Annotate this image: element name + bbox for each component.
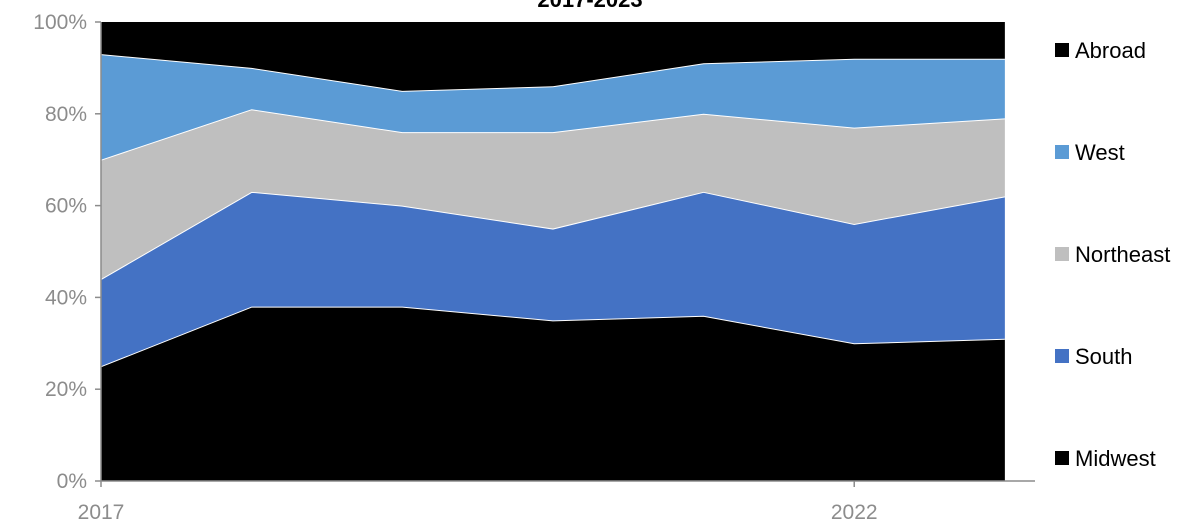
y-tick-label: 100% xyxy=(33,11,87,34)
area-layers xyxy=(100,22,1006,481)
axes: 0% 20% 40% 60% 80% 100% 2017 2022 xyxy=(33,11,1035,524)
legend-swatch-south xyxy=(1055,349,1069,363)
y-tick-label: 20% xyxy=(45,378,87,401)
x-tick-label: 2017 xyxy=(78,501,125,524)
legend-label-midwest: Midwest xyxy=(1075,446,1156,471)
y-tick-label: 0% xyxy=(57,470,87,493)
legend-label-abroad: Abroad xyxy=(1075,38,1146,63)
legend-swatch-abroad xyxy=(1055,43,1069,57)
y-tick-label: 60% xyxy=(45,195,87,218)
legend-label-northeast: Northeast xyxy=(1075,242,1170,267)
legend-swatch-midwest xyxy=(1055,451,1069,465)
legend-label-south: South xyxy=(1075,344,1133,369)
legend-swatch-west xyxy=(1055,145,1069,159)
area-midwest xyxy=(101,306,1005,481)
legend-label-west: West xyxy=(1075,140,1125,165)
legend: Abroad West Northeast South Midwest xyxy=(1055,38,1170,471)
area-south xyxy=(101,191,1005,367)
area-west xyxy=(101,54,1005,160)
area-northeast xyxy=(101,109,1005,280)
y-tick-label: 40% xyxy=(45,286,87,309)
x-tick-label: 2022 xyxy=(831,501,878,524)
area-abroad xyxy=(101,22,1005,91)
legend-swatch-northeast xyxy=(1055,247,1069,261)
y-tick-label: 80% xyxy=(45,103,87,126)
chart-title: 2017-2023 xyxy=(537,0,642,12)
